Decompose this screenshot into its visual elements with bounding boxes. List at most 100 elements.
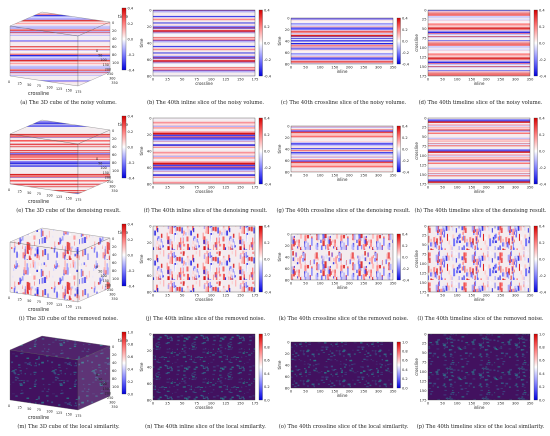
- colorbar-tick-label: 0.4: [539, 116, 545, 120]
- colorbar-tick-label: 1.0: [128, 330, 134, 334]
- x-tick-label: 150: [331, 174, 339, 178]
- crossline-tick-label: 150: [66, 412, 72, 416]
- slice-image: [427, 333, 531, 401]
- x-tick-label: 175: [252, 78, 259, 82]
- colorbar-tick-label: 0.6: [539, 359, 545, 363]
- y-tick-label: 0: [149, 224, 152, 228]
- x-tick-label: 25: [165, 78, 170, 82]
- x-tick-label: 75: [194, 294, 199, 298]
- time-tick-label: 20: [112, 353, 117, 357]
- x-axis-label: inline: [474, 297, 485, 302]
- y-tick-label: 50: [422, 135, 427, 139]
- colorbar-tick-label: 0.0: [264, 41, 270, 45]
- cube-panel: 020406080100time0255075100125150175cross…: [0, 328, 137, 436]
- colorbar-tick-label: 0.2: [539, 25, 545, 29]
- slice-image: [427, 9, 531, 77]
- inline-tick-label: 150: [103, 279, 109, 283]
- cube-side-face: [77, 129, 111, 195]
- inline-tick-label: 100: [100, 166, 106, 170]
- time-tick-label: 60: [112, 153, 117, 157]
- time-tick-label: 100: [112, 169, 120, 173]
- panel-plot: 0 50 100 150 200 250 300 350 0 20 40 60 80 inline time…: [277, 340, 408, 398]
- colorbar-tick-label: 0.4: [128, 114, 134, 118]
- x-tick-label: 150: [237, 78, 245, 82]
- panel-caption: (a) The 3D cube of the noisy volume.: [20, 100, 117, 106]
- x-tick-label: 75: [194, 186, 199, 190]
- x-axis-label: crossline: [195, 297, 213, 302]
- x-tick-label: 0: [427, 402, 430, 406]
- x-tick-label: 25: [165, 402, 170, 406]
- colorbar-tick-label: 0.0: [402, 255, 408, 259]
- panel-plot: 020406080100time0255075100125150175cross…: [8, 6, 135, 96]
- y-axis-label: time: [139, 38, 144, 48]
- colorbar-tick-label: 0.2: [264, 25, 270, 29]
- time-tick-label: 60: [112, 261, 117, 265]
- panel-caption: (p) The 40th timeline slice of the local…: [416, 424, 545, 430]
- inline-tick-label: 150: [103, 171, 109, 175]
- cube-colorbar: [121, 331, 127, 395]
- y-tick-label: 100: [420, 154, 428, 158]
- y-tick-label: 150: [420, 281, 428, 285]
- y-tick-label: 25: [422, 18, 427, 22]
- y-tick-label: 125: [420, 379, 427, 383]
- x-tick-label: 50: [303, 174, 308, 178]
- y-tick-label: 0: [287, 124, 290, 128]
- colorbar-tick-label: 0.0: [539, 257, 545, 261]
- y-tick-label: 20: [285, 28, 290, 32]
- y-axis-label: time: [139, 146, 144, 156]
- x-tick-label: 0: [427, 186, 430, 190]
- colorbar-tick-label: -0.2: [539, 274, 546, 278]
- x-tick-label: 50: [180, 78, 185, 82]
- x-tick-label: 100: [454, 186, 462, 190]
- x-tick-label: 50: [180, 294, 185, 298]
- y-tick-label: 60: [147, 382, 152, 386]
- colorbar-tick-label: 0.8: [264, 346, 270, 350]
- x-tick-label: 50: [440, 186, 445, 190]
- y-tick-label: 75: [422, 37, 427, 41]
- crossline-tick-label: 175: [75, 306, 81, 310]
- x-tick-label: 350: [390, 174, 398, 178]
- x-tick-label: 100: [208, 78, 216, 82]
- crossline-slice-panel: 0 50 100 150 200 250 300 350 0 20 40 60 80 inline time…: [275, 220, 412, 328]
- x-tick-label: 50: [303, 66, 308, 70]
- crossline-tick-label: 0: [8, 404, 10, 408]
- colorbar-tick-label: -0.2: [128, 269, 135, 273]
- crossline-tick-label: 125: [56, 303, 62, 307]
- colorbar-tick-label: 1.0: [402, 340, 408, 344]
- crossline-tick-label: 100: [46, 86, 52, 90]
- y-tick-label: 0: [149, 332, 152, 336]
- x-tick-label: 350: [527, 78, 535, 82]
- slice-image: [290, 17, 394, 65]
- x-tick-label: 350: [527, 294, 535, 298]
- crossline-tick-label: 0: [8, 296, 10, 300]
- x-tick-label: 25: [165, 294, 170, 298]
- cube-panel: 020406080100time0255075100125150175cross…: [0, 4, 137, 112]
- panel-plot: 0 50 100 150 200 250 300 350 0 20 40 60 80 inline time…: [277, 124, 410, 182]
- time-tick-label: 100: [112, 277, 120, 281]
- x-tick-label: 250: [360, 390, 368, 394]
- panel-plot: 0 25 50 75 100 125 150 175 0 20 40 60 80 crossline tim…: [139, 224, 272, 302]
- crossline-tick-label: 75: [37, 192, 41, 196]
- y-tick-label: 150: [420, 173, 428, 177]
- colorbar-tick-label: -0.4: [402, 62, 410, 66]
- crossline-slice-panel: 0 50 100 150 200 250 300 350 0 20 40 60 80 inline time…: [275, 4, 412, 112]
- slice-colorbar: [396, 233, 401, 281]
- y-tick-label: 40: [147, 41, 152, 45]
- time-tick-label: 0: [112, 237, 115, 241]
- x-tick-label: 350: [390, 390, 398, 394]
- x-tick-label: 250: [360, 282, 368, 286]
- colorbar-tick-label: 0.8: [402, 350, 408, 354]
- inline-tick-label: 350: [111, 297, 117, 301]
- panel-caption: (m) The 3D cube of the local similarity.: [17, 424, 120, 430]
- colorbar-tick-label: 0.0: [539, 149, 545, 153]
- colorbar-tick-label: -0.4: [402, 170, 410, 174]
- x-tick-label: 100: [317, 282, 325, 286]
- x-tick-label: 50: [303, 390, 308, 394]
- inline-tick-label: 50: [98, 378, 102, 382]
- y-axis-label: time: [277, 36, 282, 46]
- x-tick-label: 150: [468, 294, 476, 298]
- x-tick-label: 150: [468, 78, 476, 82]
- cube-front-face: [9, 133, 79, 195]
- colorbar-tick-label: 0.2: [402, 377, 408, 381]
- colorbar-tick-label: 0.2: [539, 133, 545, 137]
